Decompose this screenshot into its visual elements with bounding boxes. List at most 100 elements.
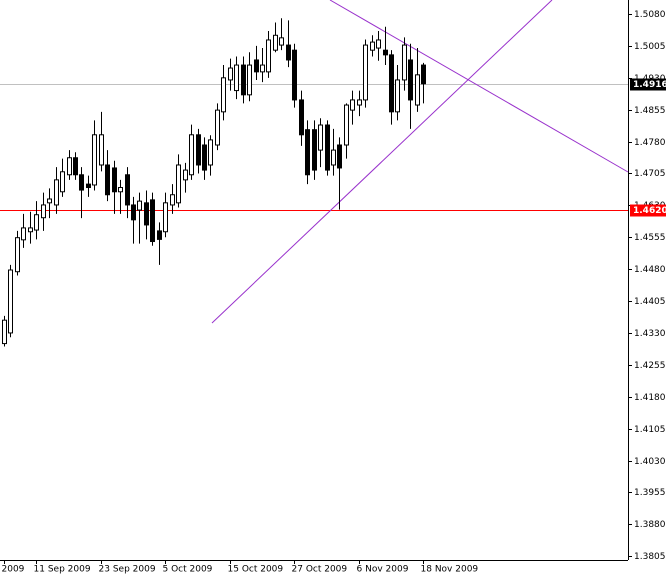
candle-body	[260, 64, 265, 73]
trendline	[329, 0, 629, 173]
candle-body	[273, 34, 278, 51]
y-tick-label: 1.4180	[634, 393, 666, 403]
y-tick-label: 1.4705	[634, 169, 666, 179]
candle-body	[54, 179, 59, 206]
x-tick-label: 11 Sep 2009	[34, 565, 91, 575]
y-tick-label: 1.4030	[634, 457, 666, 467]
candle-body	[408, 59, 413, 101]
candle-body	[383, 49, 388, 56]
x-tick-label: 6 Nov 2009	[357, 565, 409, 575]
candle-body	[60, 171, 65, 193]
trendline	[211, 0, 553, 324]
candle-body	[92, 134, 97, 186]
candle-body	[234, 64, 239, 92]
candle-body	[318, 124, 323, 151]
candle-body	[28, 227, 33, 233]
candle-body	[266, 39, 271, 73]
candle-body	[363, 44, 368, 101]
axes-labels: 1.50801.50051.49301.48551.47801.47051.46…	[2, 10, 668, 575]
candle-body	[312, 129, 317, 171]
candle-body	[331, 149, 336, 166]
candle-body	[215, 109, 220, 146]
candle-body	[370, 41, 375, 51]
x-tick-label: 27 Oct 2009	[292, 565, 348, 575]
candle-body	[150, 199, 155, 243]
candle-body	[402, 44, 407, 81]
y-tick-label: 1.3805	[634, 552, 666, 562]
candle-body	[86, 183, 91, 189]
y-tick-label: 1.4855	[634, 106, 666, 116]
price-label: 1.4916	[633, 80, 668, 90]
candle-body	[337, 144, 342, 169]
horizontal-lines	[0, 84, 628, 211]
y-tick-label: 1.4480	[634, 265, 666, 275]
candle-body	[357, 99, 362, 106]
candle-body	[221, 77, 226, 113]
candle-body	[325, 124, 330, 171]
price-label: 1.4620	[633, 206, 668, 216]
price-label-box	[630, 204, 666, 217]
candle-body	[376, 39, 381, 49]
y-tick-label: 1.5080	[634, 10, 666, 20]
candle-body	[41, 204, 46, 219]
candle-body	[137, 200, 142, 211]
candle-body	[144, 202, 149, 226]
candles	[2, 18, 426, 347]
candle-body	[183, 169, 188, 181]
candle-body	[196, 134, 201, 166]
candle-body	[228, 67, 233, 81]
candle-body	[247, 64, 252, 96]
candle-body	[202, 144, 207, 171]
candle-body	[241, 64, 246, 96]
y-tick-label: 1.4105	[634, 425, 666, 435]
candle-body	[125, 174, 130, 206]
candle-body	[189, 134, 194, 176]
y-tick-label: 1.4555	[634, 233, 666, 243]
x-tick-label: 5 Oct 2009	[163, 565, 213, 575]
candle-body	[34, 214, 39, 231]
x-tick-label: 15 Oct 2009	[228, 565, 284, 575]
y-tick-label: 1.4330	[634, 329, 666, 339]
candle-body	[131, 204, 136, 221]
candle-body	[2, 319, 7, 345]
y-tick-label: 1.4255	[634, 361, 666, 371]
candle-body	[15, 237, 20, 273]
candle-body	[163, 202, 168, 233]
candle-body	[389, 54, 394, 113]
trendlines	[211, 0, 629, 324]
candle-body	[118, 187, 123, 193]
candle-body	[157, 230, 162, 240]
y-tick-label: 1.3955	[634, 488, 666, 498]
candle-body	[279, 37, 284, 46]
candle-body	[47, 198, 52, 204]
candle-body	[395, 79, 400, 113]
price-label-box	[630, 78, 666, 91]
candle-body	[99, 134, 104, 166]
candle-body	[112, 167, 117, 193]
candle-body	[415, 74, 420, 106]
candle-body	[421, 64, 426, 85]
candle-body	[79, 174, 84, 191]
y-tick-label: 1.5005	[634, 42, 666, 52]
candle-body	[73, 157, 78, 176]
candle-body	[305, 129, 310, 176]
x-tick-label: 18 Nov 2009	[421, 565, 479, 575]
y-tick-label: 1.4780	[634, 138, 666, 148]
x-tick-label: 23 Sep 2009	[99, 565, 156, 575]
candle-body	[254, 59, 259, 73]
y-tick-label: 1.3880	[634, 520, 666, 530]
candle-body	[208, 139, 213, 166]
candle-body	[21, 227, 26, 241]
candle-body	[8, 269, 13, 334]
candle-body	[299, 99, 304, 136]
x-tick-label: 2009	[2, 565, 25, 575]
candle-body	[292, 49, 297, 101]
candle-body	[344, 104, 349, 146]
candle-body	[350, 99, 355, 111]
candle-body	[176, 164, 181, 204]
candle-body	[105, 164, 110, 196]
candle-body	[170, 194, 175, 206]
candle-body	[286, 44, 291, 61]
